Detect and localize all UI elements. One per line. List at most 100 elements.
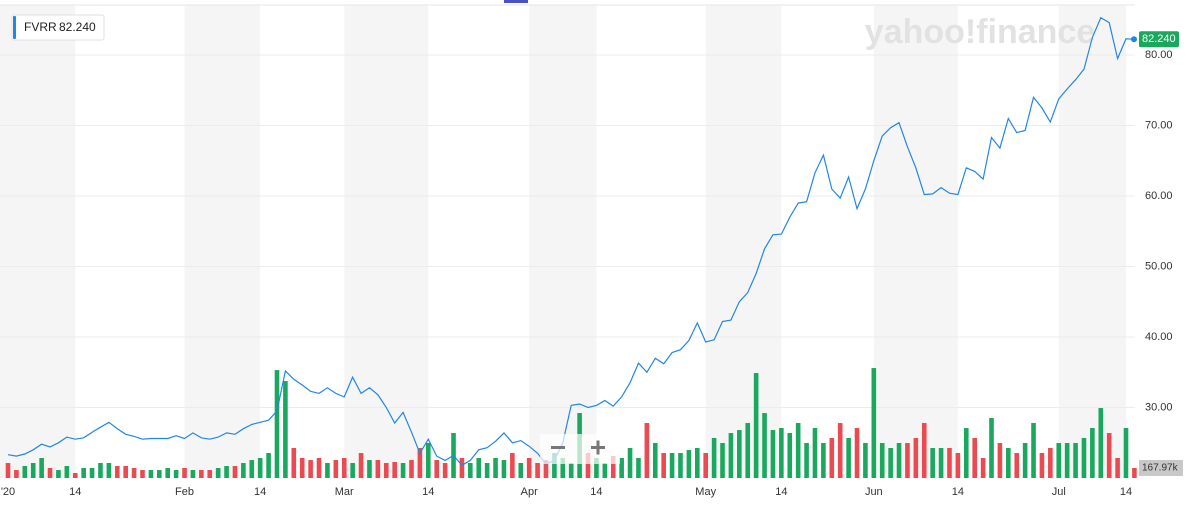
volume-bar [779,428,784,478]
volume-bar [661,453,666,478]
y-tick-label: 70.00 [1145,119,1173,131]
legend-name: FVRR [24,20,57,34]
volume-bar [787,433,793,478]
volume-bar [358,453,364,478]
volume-bar [921,423,927,478]
volume-bar [207,470,213,478]
volume-bar [686,450,692,478]
volume-bar [535,463,540,478]
volume-bar [14,470,19,478]
volume-bar [468,463,473,478]
volume-bar [854,428,860,478]
volume-bar [493,458,498,478]
volume-bar [308,460,313,478]
volume-bar [526,458,532,478]
volume-bar [905,443,910,478]
volume-bar [501,460,507,478]
volume-bar [81,468,86,478]
zoom-out-button[interactable] [551,446,565,449]
volume-bar [955,453,961,478]
volume-bar [938,448,944,478]
x-tick-label: 14 [590,486,602,498]
volume-bar [1014,453,1020,478]
zoom-controls[interactable] [540,434,620,464]
volume-bar [711,438,717,478]
y-tick-label: 60.00 [1145,190,1173,202]
price-line [7,16,1135,467]
volume-bar [669,453,675,478]
legend-color [13,16,16,39]
period-band [873,5,958,478]
volume-bar [1081,438,1087,478]
y-tick-label: 40.00 [1145,331,1173,343]
volume-bar [644,423,650,478]
volume-bar [989,418,994,478]
volume-bar [89,468,95,478]
volume-bar [947,448,952,478]
volume-bar [249,460,255,478]
volume-bar [459,458,465,478]
volume-bar [64,465,70,478]
volume-bar [1048,448,1053,478]
volume-bar [106,463,112,478]
x-tick-label: 14 [1120,486,1132,498]
volume-bar [299,458,305,478]
volume-bar [1106,433,1112,478]
volume-bar [409,460,414,478]
volume-bar [47,468,53,478]
volume-bar [1073,443,1078,478]
volume-bar [400,463,406,478]
volume-bar [829,438,835,478]
x-tick-label: 14 [69,486,81,498]
volume-bar [543,460,549,478]
volume-bar [1039,453,1045,478]
volume-bar [812,428,818,478]
volume-bar [795,423,801,478]
volume-bar [140,470,145,478]
volume-bar [728,433,734,478]
price-marker [1139,31,1179,48]
volume-bar [1056,443,1062,478]
volume-bar [1123,428,1129,478]
volume-bar [72,473,78,478]
volume-bar [484,463,490,478]
volume-bar [232,465,238,478]
volume-bar [552,453,557,478]
volume-bar [888,448,893,478]
volume-bar [1031,423,1036,478]
volume-bar [963,428,969,478]
volume-bar [846,438,851,478]
last-price-dot [1131,36,1137,43]
volume-bar [165,468,171,478]
volume-bar [114,465,120,478]
legend-box [11,14,105,41]
volume-bar [417,448,423,478]
volume-bar [476,458,482,478]
x-tick-label: 14 [952,486,964,498]
volume-bar [762,413,767,478]
volume-bar [694,448,700,478]
period-band [1058,5,1126,478]
y-tick-label: 30.00 [1145,401,1173,413]
volume-bar [585,453,591,478]
zoom-in-button-v [596,440,600,455]
period-band [529,5,597,478]
volume-bar [568,463,574,478]
volume-bar [972,438,977,478]
volume-bar [190,470,196,478]
volume-bar [602,463,608,478]
volume-bar [1090,428,1095,478]
volume-bar [703,453,708,478]
volume-bar [442,463,448,478]
volume-bar [392,461,397,478]
y-tick-label: 80.00 [1145,49,1173,61]
volume-bar [737,430,742,478]
x-tick-label: 14 [775,486,787,498]
top-handle[interactable] [504,0,528,3]
volume-bar [1132,468,1137,478]
volume-bar [753,373,759,478]
volume-bar [434,460,440,478]
volume-bar [383,463,389,478]
volume-bar [182,468,187,478]
